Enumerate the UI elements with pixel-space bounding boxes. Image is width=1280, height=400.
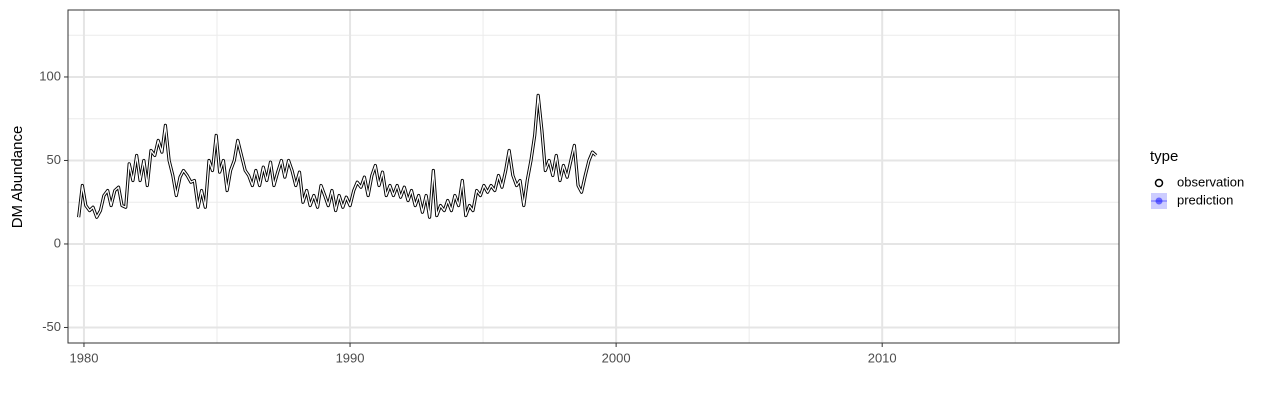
legend-label: observation: [1177, 174, 1244, 189]
y-tick-label: 0: [54, 235, 61, 250]
legend-key: [1154, 178, 1164, 188]
x-tick-label: 1980: [70, 350, 99, 365]
series-line: [77, 94, 597, 218]
panel-border: [67, 9, 1120, 344]
x-tick-label: 2010: [868, 350, 897, 365]
y-tick-label: -50: [42, 319, 61, 334]
legend-key: [1155, 197, 1163, 205]
y-tick-label: 50: [47, 152, 61, 167]
y-tick-label: 100: [39, 68, 61, 83]
legend-title: type: [1150, 148, 1178, 165]
legend-label: prediction: [1177, 192, 1233, 207]
y-axis-title: DM Abundance: [9, 126, 26, 229]
x-tick-label: 2000: [602, 350, 631, 365]
x-tick-label: 1990: [336, 350, 365, 365]
series-line-outline: [77, 93, 598, 219]
